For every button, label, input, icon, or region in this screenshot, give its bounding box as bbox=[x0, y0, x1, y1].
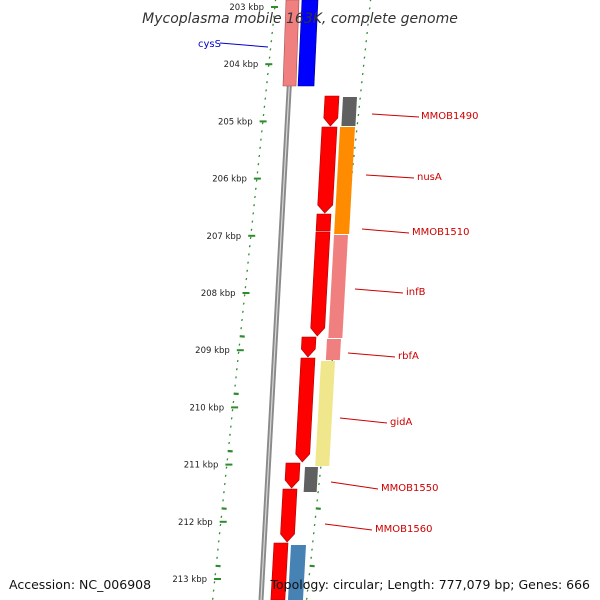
gene-label-gidA[interactable]: gidA bbox=[390, 417, 412, 428]
cds-rbfA bbox=[301, 336, 317, 358]
gene-labels[interactable]: cysS MMOB1490 nusA MMOB1510 infB rbfA gidA MMOB… bbox=[198, 39, 478, 535]
leader-nusA bbox=[365, 174, 415, 179]
band-infB bbox=[328, 235, 348, 338]
cds-mmob1550 bbox=[284, 462, 301, 489]
band-rbfA bbox=[325, 339, 341, 360]
gene-label-MMOB1490[interactable]: MMOB1490 bbox=[421, 111, 478, 122]
cds-mmob1510 bbox=[315, 213, 332, 232]
analysis-cysS bbox=[282, 0, 300, 87]
scale-label-7: 210 kbp bbox=[189, 403, 224, 413]
cds-gidA bbox=[295, 357, 316, 463]
scale-label-1: 204 kbp bbox=[224, 60, 259, 70]
outer-tick-ring bbox=[211, 0, 277, 600]
leader-rbfA bbox=[347, 352, 396, 358]
scale-label-2: 205 kbp bbox=[218, 117, 253, 127]
leader-MMOB1550 bbox=[330, 481, 379, 490]
band-next bbox=[287, 545, 306, 600]
scale-label-4: 207 kbp bbox=[207, 232, 242, 242]
analysis-track bbox=[287, 97, 357, 600]
leader-MMOB1560 bbox=[324, 523, 373, 531]
scale-label-0: 203 kbp bbox=[229, 3, 264, 13]
band-mmob1490 bbox=[341, 97, 357, 126]
gene-label-MMOB1550[interactable]: MMOB1550 bbox=[381, 483, 438, 494]
cds-mmob1560 bbox=[280, 488, 298, 543]
topology-text: Topology: circular; Length: 777,079 bp; … bbox=[270, 577, 591, 592]
band-gidA bbox=[315, 361, 335, 466]
gene-label-infB[interactable]: infB bbox=[406, 287, 426, 298]
cds-next bbox=[270, 542, 289, 600]
accession-text: Accession: NC_006908 bbox=[9, 577, 152, 592]
leader-MMOB1490 bbox=[371, 113, 420, 118]
cds-mmob1490 bbox=[323, 95, 340, 127]
scale-label-8: 211 kbp bbox=[184, 461, 219, 471]
backbone-highlight bbox=[260, 0, 295, 600]
scale-label-6: 209 kbp bbox=[195, 346, 230, 356]
scale-label-5: 208 kbp bbox=[201, 289, 236, 299]
band-nusA bbox=[334, 127, 355, 234]
scale-labels: 203 kbp 204 kbp 205 kbp 206 kbp 207 kbp 208 k… bbox=[172, 3, 278, 585]
cds-infB bbox=[310, 231, 331, 337]
scale-label-10: 213 kbp bbox=[172, 575, 207, 585]
cds-nusA bbox=[317, 126, 338, 214]
label-leader-lines bbox=[219, 42, 420, 531]
gene-label-rbfA[interactable]: rbfA bbox=[398, 351, 419, 362]
scale-label-3: 206 kbp bbox=[212, 175, 247, 185]
map-title: Mycoplasma mobile 163K, complete genome bbox=[142, 11, 458, 27]
gene-label-MMOB1560[interactable]: MMOB1560 bbox=[375, 524, 432, 535]
gene-label-nusA[interactable]: nusA bbox=[417, 172, 442, 183]
gene-label-MMOB1510[interactable]: MMOB1510 bbox=[412, 227, 469, 238]
leader-infB bbox=[354, 288, 404, 294]
leader-MMOB1510 bbox=[361, 228, 410, 234]
cds-cysS bbox=[297, 0, 319, 87]
leader-cysS bbox=[219, 42, 269, 48]
gene-label-cysS[interactable]: cysS bbox=[198, 39, 221, 50]
feature-track bbox=[270, 0, 340, 600]
band-mmob1550 bbox=[303, 467, 318, 492]
scale-label-9: 212 kbp bbox=[178, 518, 213, 528]
leader-gidA bbox=[339, 417, 388, 424]
